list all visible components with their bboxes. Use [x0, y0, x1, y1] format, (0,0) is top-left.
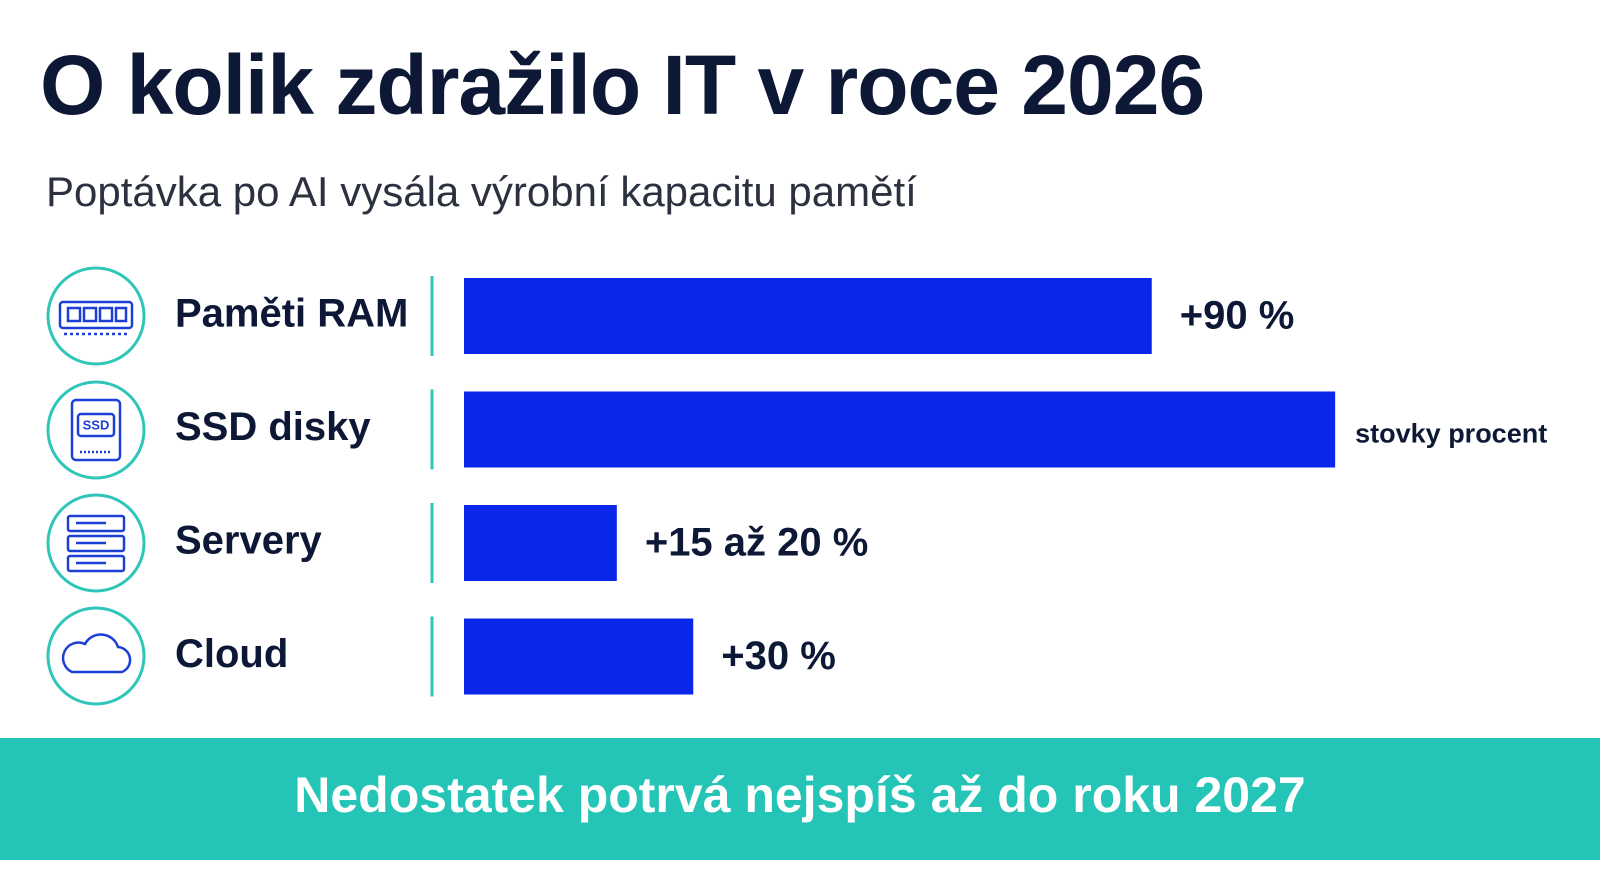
chart-title: O kolik zdražilo IT v roce 2026 — [40, 38, 1204, 132]
value-label: +15 až 20 % — [645, 521, 869, 565]
value-label: +30 % — [721, 634, 836, 678]
footer-band — [0, 738, 1600, 860]
icon-ssd: SSD — [46, 380, 146, 480]
icon-ram — [46, 266, 146, 366]
icon-cloud — [46, 606, 146, 706]
bar — [464, 278, 1152, 354]
footer-text: Nedostatek potrvá nejspíš až do roku 202… — [294, 767, 1305, 823]
bar — [464, 618, 694, 695]
category-label: Paměti RAM — [175, 292, 408, 336]
icon-server — [46, 493, 146, 593]
icon-ssd-text: SSD — [83, 417, 110, 432]
category-label: Servery — [175, 519, 323, 563]
value-label: stovky procent — [1355, 419, 1547, 449]
chart-subtitle: Poptávka po AI vysála výrobní kapacitu p… — [46, 168, 917, 215]
bar — [464, 391, 1336, 468]
value-label: +90 % — [1180, 294, 1295, 338]
bar — [464, 505, 617, 581]
category-label: Cloud — [175, 632, 288, 676]
category-label: SSD disky — [175, 405, 371, 449]
